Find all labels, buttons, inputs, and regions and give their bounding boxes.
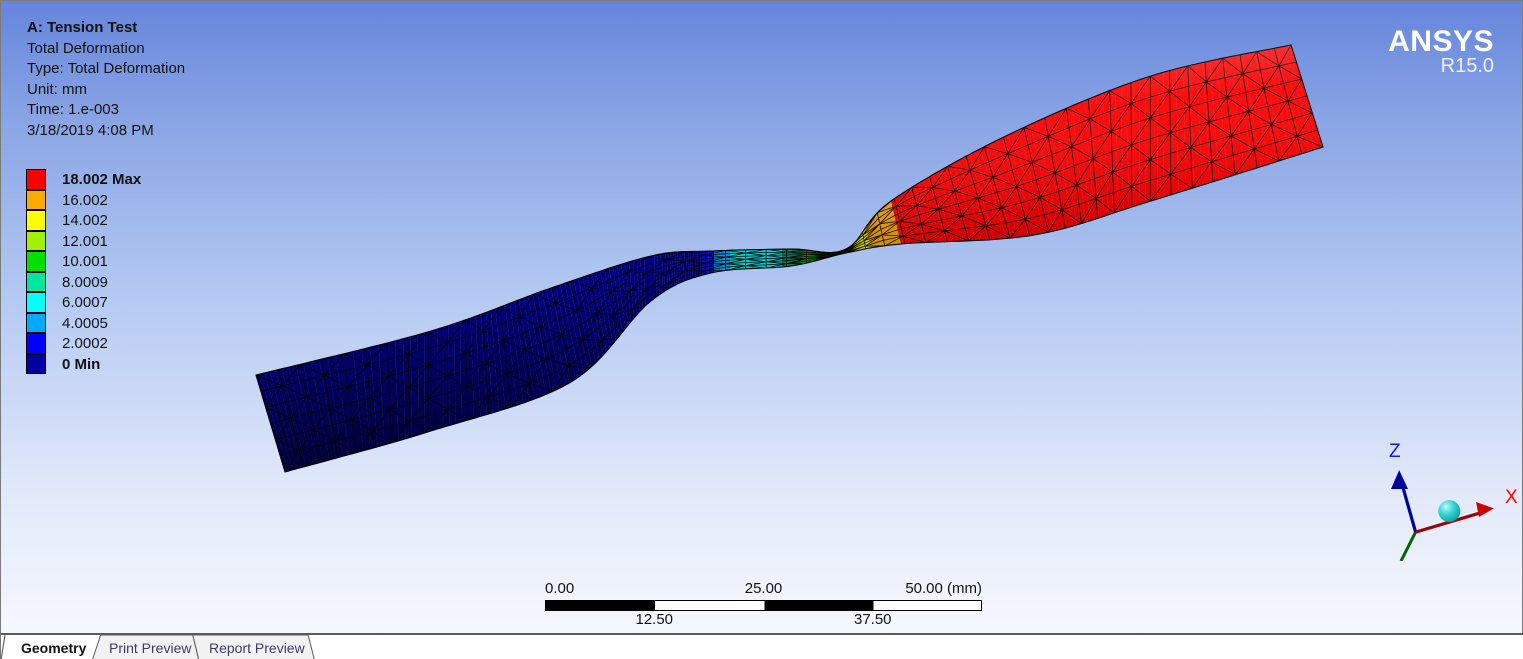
svg-text:X: X bbox=[1505, 487, 1518, 508]
svg-text:Print Preview: Print Preview bbox=[109, 640, 192, 656]
svg-text:Geometry: Geometry bbox=[21, 640, 87, 656]
svg-text:Report Preview: Report Preview bbox=[209, 640, 306, 656]
svg-text:Z: Z bbox=[1389, 441, 1401, 462]
